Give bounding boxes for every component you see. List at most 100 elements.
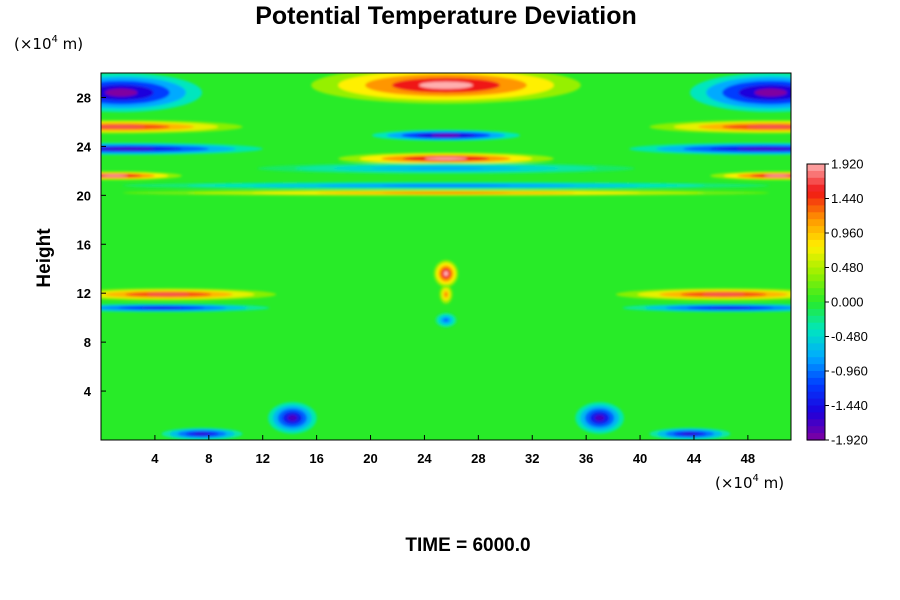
colorbar-segment: [807, 260, 825, 269]
x-tick-label: 36: [579, 451, 593, 466]
contour-feature: [193, 432, 211, 436]
contour-feature: [408, 167, 484, 170]
x-tick-label: 24: [417, 451, 432, 466]
colorbar: [806, 163, 826, 441]
colorbar-label: 1.920: [831, 157, 864, 172]
contour-feature: [101, 125, 146, 129]
colorbar-segment: [807, 281, 825, 289]
contour-feature: [702, 293, 746, 296]
y-tick-label: 12: [77, 286, 91, 301]
x-tick-label: 44: [687, 451, 702, 466]
x-tick-label: 16: [309, 451, 323, 466]
contour-feature: [424, 157, 468, 160]
colorbar-segment: [807, 343, 825, 351]
colorbar-segment: [807, 177, 825, 186]
x-tick-label: 20: [363, 451, 377, 466]
y-axis-label: Height: [34, 228, 55, 288]
x-axis-ticks: 4 8 12 16 20 24 28 32 36 40 44 48: [151, 435, 755, 466]
colorbar-segment: [807, 205, 825, 213]
colorbar-segment: [807, 350, 825, 358]
colorbar-label: -0.480: [831, 329, 868, 344]
colorbar-segment: [807, 191, 825, 200]
contour-feature: [381, 192, 511, 194]
contour-feature: [105, 88, 138, 97]
contour-feature: [140, 307, 184, 309]
y-tick-label: 16: [77, 237, 91, 252]
colorbar-segment: [807, 398, 825, 407]
colorbar-segment: [807, 405, 825, 413]
colorbar-segment: [807, 267, 825, 275]
colorbar-segment: [807, 391, 825, 400]
colorbar-segment: [807, 336, 825, 344]
colorbar-segment: [807, 233, 825, 241]
colorbar-label: 0.000: [831, 295, 864, 310]
colorbar-segment: [807, 295, 825, 303]
colorbar-segment: [807, 184, 825, 193]
contour-feature: [746, 125, 791, 129]
contour-feature: [443, 270, 449, 277]
colorbar-segment: [807, 219, 825, 227]
colorbar-segment: [807, 239, 825, 248]
y-tick-label: 4: [84, 384, 92, 399]
colorbar-segment: [807, 212, 825, 220]
contour-feature: [101, 147, 155, 151]
y-unit-label: (×104 m): [14, 34, 83, 53]
colorbar-segment: [807, 419, 825, 427]
colorbar-segment: [807, 322, 825, 331]
x-tick-label: 4: [151, 451, 159, 466]
x-tick-label: 8: [205, 451, 212, 466]
colorbar-segment: [807, 433, 825, 441]
contour-feature: [594, 414, 605, 422]
colorbar-segment: [807, 164, 825, 172]
colorbar-segment: [807, 329, 825, 338]
y-tick-label: 8: [84, 335, 91, 350]
colorbar-segment: [807, 198, 825, 206]
colorbar-segment: [807, 384, 825, 393]
contour-feature: [101, 174, 128, 177]
colorbar-label: -0.960: [831, 364, 868, 379]
contour-feature: [764, 174, 791, 177]
colorbar-label: 0.960: [831, 226, 864, 241]
colorbar-segment: [807, 226, 825, 234]
y-tick-label: 20: [77, 188, 91, 203]
colorbar-label: 0.480: [831, 260, 864, 275]
contour-feature: [754, 88, 787, 97]
colorbar-label: 1.440: [831, 191, 864, 206]
colorbar-label: -1.920: [831, 433, 868, 448]
y-tick-label: 28: [77, 90, 91, 105]
colorbar-segment: [807, 315, 825, 324]
x-tick-label: 32: [525, 451, 539, 466]
contour-feature: [287, 414, 298, 422]
time-label: TIME = 6000.0: [405, 535, 530, 556]
field-contours: [101, 73, 791, 440]
y-tick-label: 24: [77, 139, 92, 154]
x-tick-label: 48: [741, 451, 755, 466]
contour-feature: [431, 134, 461, 137]
x-tick-label: 28: [471, 451, 485, 466]
colorbar-labels: 1.920 1.440 0.960 0.480 0.000 -0.480 -0.960 -1.…: [825, 157, 868, 448]
contour-feature: [681, 432, 699, 436]
x-tick-label: 40: [633, 451, 647, 466]
colorbar-segment: [807, 412, 825, 420]
y-axis-ticks: 4 8 12 16 20 24 28: [77, 90, 106, 399]
contour-feature: [381, 184, 511, 187]
colorbar-segment: [807, 308, 825, 317]
x-tick-label: 12: [255, 451, 269, 466]
contour-feature: [444, 292, 448, 297]
colorbar-segment: [807, 377, 825, 386]
chart-title: Potential Temperature Deviation: [255, 2, 637, 30]
colorbar-segment: [807, 426, 825, 434]
colorbar-segment: [807, 246, 825, 255]
colorbar-segment: [807, 302, 825, 310]
contour-feature: [443, 318, 449, 322]
colorbar-segment: [807, 170, 825, 179]
colorbar-segment: [807, 357, 825, 365]
contour-feature: [419, 81, 473, 89]
colorbar-segment: [807, 371, 825, 379]
colorbar-segment: [807, 288, 825, 296]
colorbar-segment: [807, 364, 825, 372]
contour-feature: [708, 307, 752, 309]
x-unit-label: (×104 m): [715, 473, 784, 492]
colorbar-segment: [807, 253, 825, 262]
